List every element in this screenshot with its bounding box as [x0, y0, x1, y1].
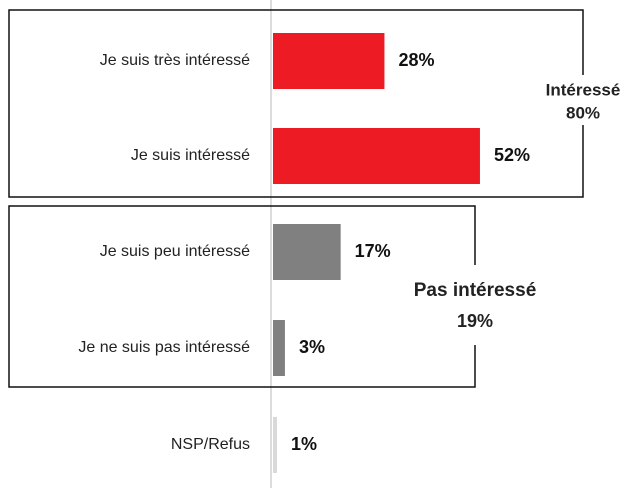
- value-label: 1%: [291, 434, 317, 454]
- group-box: [8, 205, 476, 388]
- category-label: Je suis intéressé: [131, 147, 250, 164]
- value-label: 3%: [299, 337, 325, 357]
- group-total: 80%: [566, 103, 600, 122]
- value-label: 28%: [398, 50, 434, 70]
- category-label: NSP/Refus: [171, 436, 250, 453]
- bar: [273, 417, 277, 473]
- bar: [273, 33, 385, 89]
- group-label: Intéressé: [546, 80, 621, 99]
- category-label: Je suis très intéressé: [100, 52, 250, 69]
- group-total: 19%: [457, 311, 493, 331]
- bar: [273, 224, 341, 280]
- bar: [273, 128, 480, 184]
- value-label: 17%: [355, 241, 391, 261]
- category-label: Je suis peu intéressé: [100, 243, 250, 260]
- group-label: Pas intéressé: [414, 280, 537, 301]
- value-label: 52%: [494, 145, 530, 165]
- category-label: Je ne suis pas intéressé: [78, 339, 250, 356]
- group-box: [8, 9, 584, 198]
- bar: [273, 320, 285, 376]
